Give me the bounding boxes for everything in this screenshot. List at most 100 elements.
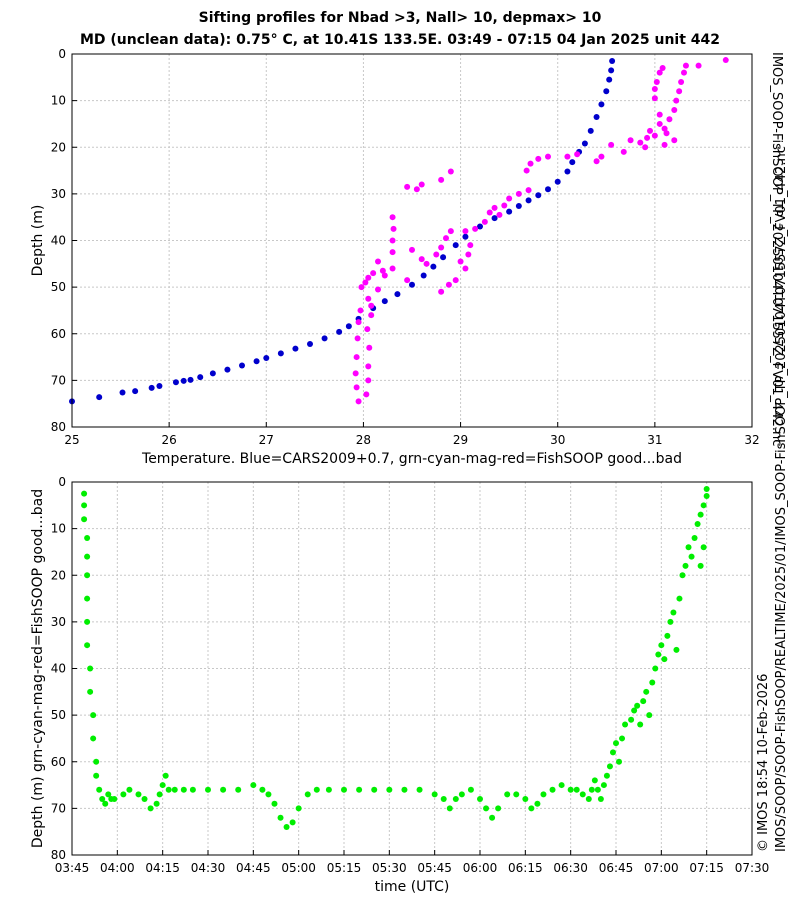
panel2-green-point — [637, 721, 644, 728]
panel2-green-point — [283, 824, 290, 831]
panel1-y-tick-label: 60 — [51, 327, 66, 341]
panel2-green-point — [540, 791, 547, 798]
panel1-magenta-point — [465, 251, 472, 258]
panel1-blue-point — [156, 382, 163, 389]
panel2-x-tick-label: 05:30 — [372, 861, 407, 875]
panel1-blue-point — [345, 323, 352, 330]
panel1-magenta-point — [527, 160, 534, 167]
panel1-magenta-point — [353, 354, 360, 361]
panel1-magenta-point — [486, 209, 493, 216]
panel2-green-point — [180, 786, 187, 793]
panel2-green-point — [277, 814, 284, 821]
side-label-copyright: © IMOS 18:54 10-Feb-2026 — [756, 673, 771, 852]
panel1-blue-point — [321, 335, 328, 342]
panel1-magenta-point — [642, 144, 649, 151]
panel2-green-point — [235, 786, 242, 793]
panel2-y-tick-label: 70 — [51, 801, 66, 815]
panel2-green-point — [84, 553, 91, 560]
panel1-magenta-point — [681, 69, 687, 76]
panel2-green-point — [147, 805, 154, 812]
panel1-magenta-point — [438, 244, 445, 251]
panel1-magenta-point — [365, 295, 372, 302]
panel1-magenta-point — [354, 335, 361, 342]
panel1-blue-point — [132, 388, 139, 395]
panel2-green-point — [691, 534, 698, 541]
panel1-magenta-point — [535, 155, 542, 162]
panel2-green-point — [597, 796, 604, 803]
panel1-magenta-point — [663, 130, 670, 137]
panel2-green-point — [661, 656, 668, 663]
panel2-green-point — [205, 786, 211, 793]
panel1-magenta-point — [682, 62, 689, 69]
panel1-blue-point — [277, 350, 284, 357]
panel1-blue-point — [381, 298, 388, 305]
panel2-green-point — [84, 595, 91, 602]
panel1-magenta-point — [389, 214, 396, 221]
panel2-green-point — [628, 716, 635, 723]
panel1-y-tick-label: 40 — [51, 234, 66, 248]
panel2-green-point — [700, 544, 707, 551]
panel1-magenta-point — [381, 272, 388, 279]
panel2-green-point — [120, 791, 127, 798]
panel1-blue-point — [535, 192, 542, 199]
panel1-magenta-point — [671, 106, 678, 113]
panel1-magenta-point — [673, 97, 680, 104]
panel2-x-tick-label: 06:00 — [463, 861, 498, 875]
panel1-magenta-point — [368, 302, 375, 309]
panel1-blue-point — [96, 394, 103, 401]
panel1-magenta-point — [389, 237, 396, 244]
panel2-green-point — [84, 618, 91, 625]
panel1-y-tick-label: 70 — [51, 373, 66, 387]
panel1-blue-point — [598, 101, 605, 108]
panel2-green-point — [452, 796, 459, 803]
panel2-green-point — [171, 786, 178, 793]
panel2-green-point — [458, 791, 465, 798]
panel2-green-point — [549, 786, 556, 793]
panel1-magenta-point — [389, 265, 396, 272]
panel1-x-axis-label: Temperature. Blue=CARS2009+0.7, grn-cyan… — [141, 451, 682, 467]
panel2-y-axis-label: Depth (m) grn-cyan-mag-red=FishSOOP good… — [30, 489, 46, 848]
panel2-green-point — [84, 642, 91, 649]
panel2-green-point — [694, 520, 701, 527]
panel2-green-point — [304, 791, 311, 798]
panel2-x-tick-label: 06:30 — [553, 861, 588, 875]
panel2-green-point — [667, 618, 674, 625]
chart-title-line-1: Sifting profiles for Nbad >3, Nall> 10, … — [198, 10, 602, 26]
panel2-green-point — [250, 782, 257, 789]
panel2-green-point — [603, 772, 610, 779]
panel1-magenta-point — [598, 153, 605, 160]
panel2-y-tick-label: 80 — [51, 848, 66, 862]
panel2-y-tick-label: 10 — [51, 522, 66, 536]
panel1-magenta-point — [404, 277, 411, 284]
panel2-green-point — [386, 786, 393, 793]
panel1-magenta-point — [525, 187, 532, 194]
panel1-magenta-point — [390, 225, 397, 232]
panel1-magenta-point — [523, 167, 530, 174]
panel1-blue-point — [430, 263, 437, 270]
panel1-blue-point — [491, 215, 498, 222]
panel2-green-point — [670, 609, 677, 616]
panel1-blue-point — [452, 242, 459, 249]
panel2-green-point — [600, 782, 607, 789]
panel1-magenta-point — [418, 256, 425, 263]
panel1-magenta-point — [438, 288, 445, 295]
panel2-green-point — [401, 786, 408, 793]
panel2-x-tick-label: 03:45 — [55, 861, 90, 875]
panel1-blue-point — [515, 202, 522, 209]
panel1-magenta-point — [651, 132, 658, 139]
panel1-magenta-point — [676, 88, 683, 95]
panel2-x-tick-label: 05:15 — [327, 861, 362, 875]
panel1-x-tick-label: 29 — [453, 433, 468, 447]
panel2-green-point — [634, 702, 641, 709]
panel1-magenta-point — [695, 62, 702, 69]
panel1-magenta-point — [379, 267, 386, 274]
panel1-y-tick-label: 50 — [51, 280, 66, 294]
panel2-green-point — [483, 805, 490, 812]
panel1-magenta-point — [656, 111, 663, 118]
panel1-magenta-point — [365, 274, 372, 281]
panel1-magenta-point — [593, 158, 600, 165]
panel1-blue-point — [608, 67, 615, 74]
panel2-green-point — [616, 758, 623, 765]
panel2-green-point — [688, 553, 695, 560]
panel2-green-point — [467, 786, 474, 793]
